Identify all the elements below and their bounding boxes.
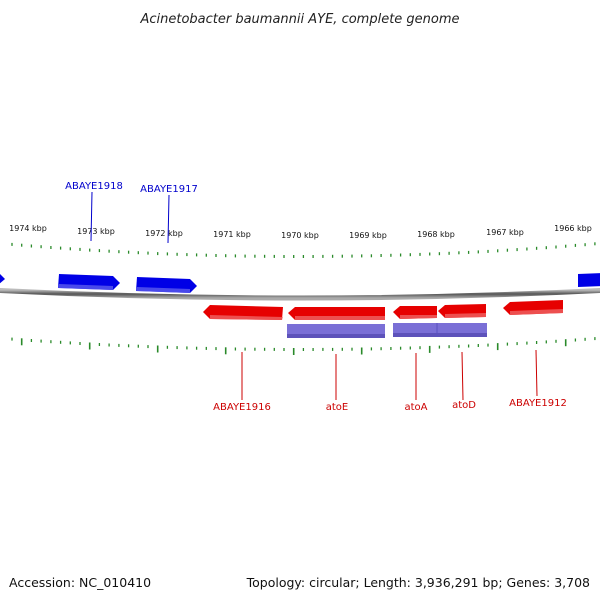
accession-text: Accession: NC_010410 bbox=[9, 575, 151, 590]
scale-label-1971: 1971 kbp bbox=[213, 230, 251, 239]
gene-label-ABAYE1912[interactable]: ABAYE1912 bbox=[509, 398, 567, 409]
gene-arrow-shade bbox=[295, 316, 385, 320]
forward-strand-genes bbox=[0, 272, 600, 293]
scale-label-1973: 1973 kbp bbox=[77, 227, 115, 236]
operon-blocks bbox=[287, 323, 487, 338]
operon-block-shade bbox=[287, 334, 385, 338]
label-leader-atoD bbox=[461, 351, 464, 401]
reverse-strand-genes bbox=[203, 300, 563, 320]
operon-block-shade bbox=[393, 333, 487, 337]
gene-arrow-shade bbox=[400, 315, 437, 319]
genome-stats-text: Topology: circular; Length: 3,936,291 bp… bbox=[246, 575, 590, 590]
scale-labels: 1974 kbp 1973 kbp 1972 kbp 1971 kbp 1970… bbox=[9, 224, 592, 240]
gene-arrow-shade bbox=[445, 313, 486, 318]
label-leader-ABAYE1912 bbox=[535, 349, 538, 397]
gene-label-ABAYE1918[interactable]: ABAYE1918 bbox=[65, 181, 123, 192]
scale-label-1969: 1969 kbp bbox=[349, 231, 387, 240]
gene-label-atoD[interactable]: atoD bbox=[452, 400, 476, 411]
scale-label-1974: 1974 kbp bbox=[9, 224, 47, 233]
gene-label-atoA[interactable]: atoA bbox=[404, 402, 427, 413]
gene-arrow-shade bbox=[136, 287, 190, 293]
gene-label-atoE[interactable]: atoE bbox=[326, 402, 349, 413]
scale-label-1972: 1972 kbp bbox=[145, 229, 183, 238]
gene-labels: ABAYE1918 ABAYE1917 ABAYE1916 atoE atoA … bbox=[65, 181, 567, 413]
scale-label-1970: 1970 kbp bbox=[281, 231, 319, 240]
scale-ticks-outer bbox=[11, 242, 596, 258]
label-leader-ABAYE1917 bbox=[167, 194, 170, 244]
gene-label-ABAYE1917[interactable]: ABAYE1917 bbox=[140, 184, 198, 195]
genome-backbone bbox=[0, 287, 600, 301]
gene-arrow-shade bbox=[210, 315, 283, 320]
gene-arrow-forward-offscreen-right[interactable] bbox=[578, 273, 600, 287]
scale-ticks-inner bbox=[11, 337, 596, 355]
gene-arrow-shade bbox=[510, 309, 563, 315]
label-leader-ABAYE1918 bbox=[90, 191, 93, 242]
gene-label-ABAYE1916[interactable]: ABAYE1916 bbox=[213, 402, 271, 413]
scale-label-1967: 1967 kbp bbox=[486, 228, 524, 237]
scale-label-1968: 1968 kbp bbox=[417, 230, 455, 239]
scale-label-1966: 1966 kbp bbox=[554, 224, 592, 233]
gene-arrow-forward-offscreen-left[interactable] bbox=[0, 272, 5, 285]
gene-arrow-shade bbox=[58, 284, 113, 290]
map-title: Acinetobacter baumannii AYE, complete ge… bbox=[139, 12, 459, 27]
